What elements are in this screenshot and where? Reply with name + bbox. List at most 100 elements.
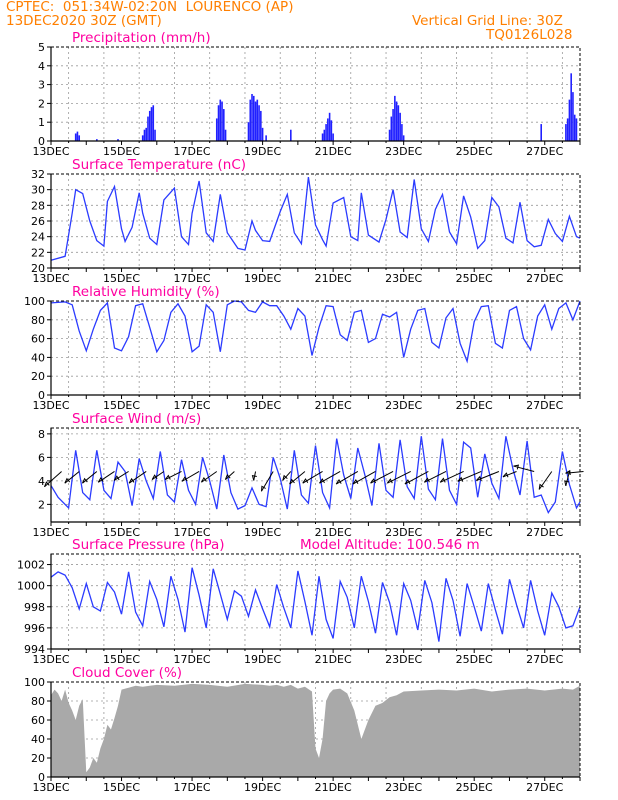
y-tick-label: 5 [38, 41, 45, 54]
wind-vector-head [513, 464, 520, 470]
precip-title: Precipitation (mm/h) [72, 30, 211, 46]
temp-panel: 20 22 24 26 28 30 32 13DEC 15DEC 17DEC 19DEC 21DEC 2… [31, 157, 581, 285]
wind-vector [282, 471, 292, 481]
x-tick-label: 13DEC [32, 145, 69, 158]
x-tick-label: 25DEC [456, 399, 493, 412]
x-tick-label: 15DEC [103, 781, 140, 794]
y-tick-label: 80 [31, 314, 45, 327]
wind-vector-head [423, 477, 430, 483]
precip-bar [143, 129, 146, 141]
y-tick-label: 20 [31, 752, 45, 765]
x-tick-label: 17DEC [174, 399, 211, 412]
precip-bar [74, 133, 77, 141]
wind-vector-head [151, 474, 158, 480]
precip-bar [575, 118, 578, 141]
x-tick-label: 19DEC [244, 399, 281, 412]
wind-vector [302, 471, 323, 484]
wind-vector-head [476, 475, 482, 482]
x-tick-label: 19DEC [244, 781, 281, 794]
precip-bar [219, 99, 222, 141]
x-tick-label: 25DEC [456, 526, 493, 539]
y-tick-label: 996 [24, 622, 45, 635]
precip-bar [221, 101, 223, 141]
x-tick-label: 23DEC [385, 145, 422, 158]
wind-vector-head [335, 478, 342, 485]
wind-vector [181, 471, 200, 482]
y-tick-label: 20 [31, 370, 45, 383]
wind-vector [476, 471, 500, 481]
x-tick-label: 15DEC [103, 526, 140, 539]
y-tick-label: 100 [24, 676, 45, 689]
wind-vector-head [81, 477, 88, 484]
y-tick-label: 60 [31, 714, 45, 727]
y-tick-label: 994 [24, 643, 45, 656]
cloud-panel: 0 20 40 60 80 100 13DEC 15DEC 17DEC 19DEC 21DEC 23D… [24, 665, 581, 794]
precip-bar [223, 109, 225, 141]
wind-vector-head [97, 477, 104, 483]
precip-bar [117, 139, 119, 141]
wind-vector-head [457, 476, 464, 482]
pressure-annotation: Model Altitude: 100.546 m [300, 537, 480, 553]
x-tick-label: 13DEC [32, 526, 69, 539]
y-tick-label: 1 [38, 116, 45, 129]
wind-vector-head [201, 476, 207, 483]
precip-bar [540, 124, 543, 141]
precip-bar [327, 118, 329, 141]
precip-bar [260, 110, 262, 141]
precip-bar [224, 129, 227, 141]
precip-bar [215, 118, 218, 141]
x-tick-label: 27DEC [526, 526, 563, 539]
x-tick-label: 19DEC [244, 526, 281, 539]
x-tick-label: 15DEC [103, 399, 140, 412]
precip-bar [328, 112, 331, 141]
x-tick-label: 13DEC [32, 781, 69, 794]
header-location: CPTEC: 051:34W-02:20N LOURENCO (AP) [6, 0, 294, 15]
wind-vector [565, 471, 570, 486]
x-tick-label: 21DEC [315, 526, 352, 539]
wind-vector-head [404, 479, 411, 485]
x-tick-label: 27DEC [526, 145, 563, 158]
precip-bar [154, 129, 156, 141]
y-tick-label: 1000 [17, 580, 45, 593]
wind-vector-head [64, 477, 71, 484]
precip-bar [254, 101, 257, 141]
precip-bar [247, 122, 250, 141]
precip-bar [265, 135, 267, 141]
wind-panel: 2 4 6 8 13DEC 15DEC 17DEC 19DEC 21DEC 23DEC 25DEC 2… [32, 411, 584, 539]
precip-bar [568, 99, 571, 141]
precip-bar [141, 135, 144, 141]
wind-vector-head [502, 472, 509, 478]
x-tick-label: 13DEC [32, 399, 69, 412]
wind-vector-head [439, 477, 446, 483]
pressure-title: Surface Pressure (hPa) [72, 537, 225, 553]
wind-vector-head [181, 476, 188, 482]
x-tick-label: 27DEC [526, 781, 563, 794]
y-tick-label: 40 [31, 351, 45, 364]
wind-vector [128, 471, 147, 484]
y-tick-label: 22 [31, 246, 45, 259]
x-tick-label: 23DEC [385, 399, 422, 412]
precip-bar [395, 101, 398, 141]
precip-bar [323, 129, 326, 141]
x-tick-label: 17DEC [174, 781, 211, 794]
temp-title: Surface Temperature (nC) [72, 157, 246, 173]
wind-vector-head [282, 474, 288, 481]
precip-bar [401, 124, 403, 141]
precip-bar [261, 127, 264, 141]
y-tick-label: 0 [38, 135, 45, 148]
precip-bar [392, 109, 394, 141]
precip-bar [330, 120, 333, 141]
wind-vector-head [260, 485, 266, 492]
precip-bar [249, 99, 252, 141]
wind-vector [82, 471, 98, 484]
wind-vector-head [224, 474, 231, 480]
x-tick-label: 27DEC [526, 399, 563, 412]
wind-vector-head [44, 481, 50, 487]
wind-vector [319, 471, 341, 484]
precip-bar [290, 129, 292, 141]
wind-vector [64, 471, 80, 484]
wind-vector-head [370, 478, 377, 484]
y-tick-label: 2 [38, 498, 45, 511]
y-tick-label: 26 [31, 215, 45, 228]
x-tick-label: 23DEC [385, 526, 422, 539]
